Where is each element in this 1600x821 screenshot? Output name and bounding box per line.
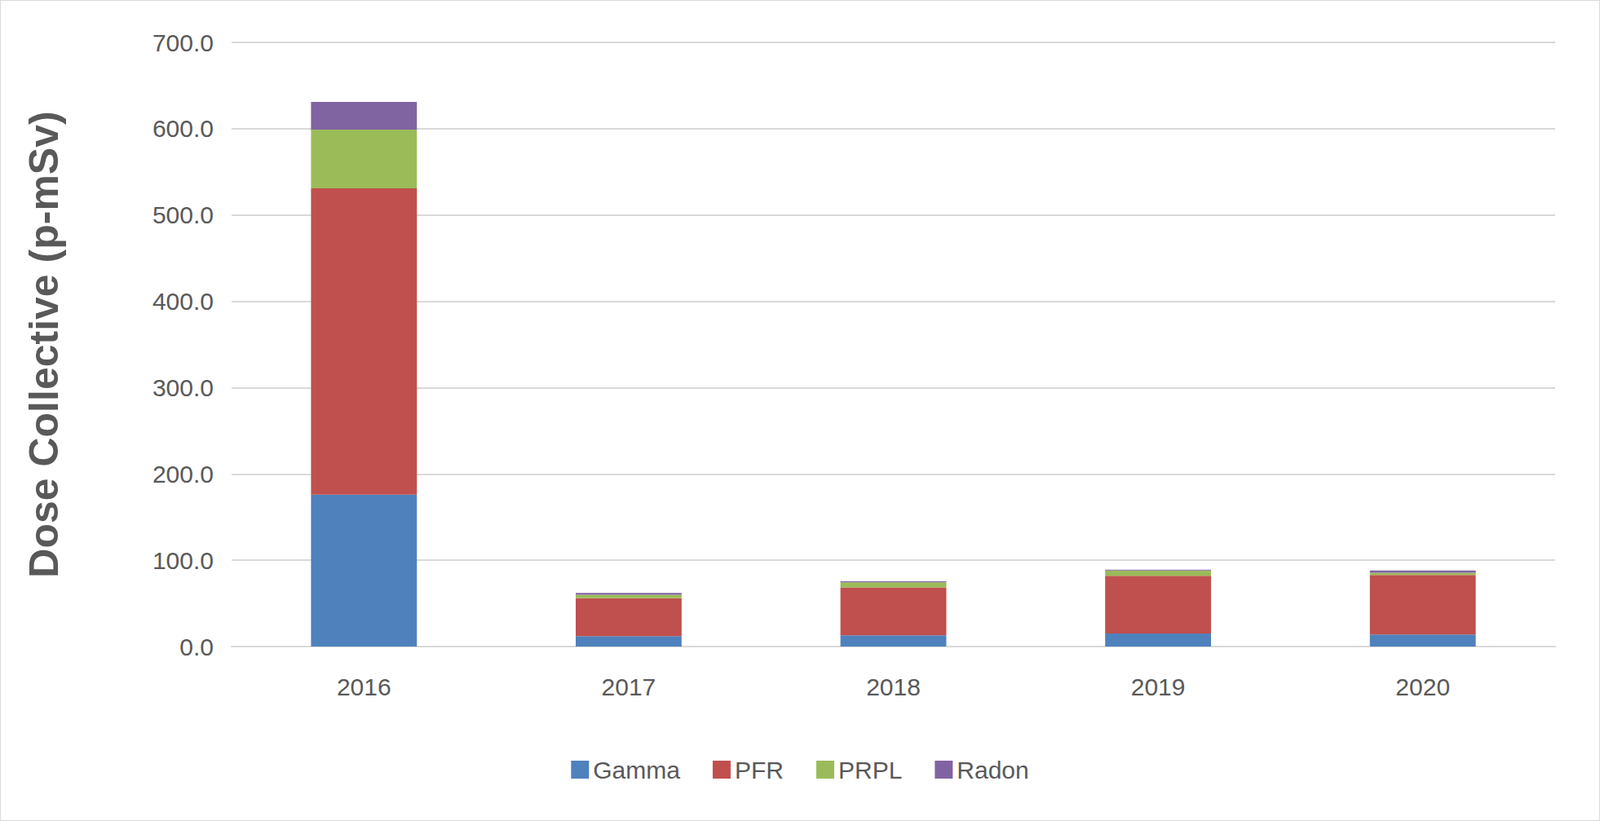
svg-text:700.0: 700.0: [152, 29, 214, 57]
svg-text:400.0: 400.0: [152, 287, 214, 315]
svg-text:2016: 2016: [336, 673, 392, 701]
svg-text:0.0: 0.0: [179, 633, 214, 661]
svg-text:Dose Collective (p-mSv): Dose Collective (p-mSv): [21, 110, 67, 578]
svg-text:600.0: 600.0: [152, 114, 214, 142]
svg-text:PRPL: PRPL: [838, 756, 902, 784]
svg-text:200.0: 200.0: [152, 460, 214, 488]
svg-text:2020: 2020: [1395, 673, 1450, 701]
svg-text:Radon: Radon: [956, 756, 1029, 784]
svg-text:100.0: 100.0: [152, 547, 214, 575]
svg-text:2018: 2018: [866, 673, 921, 701]
svg-text:PFR: PFR: [734, 756, 784, 784]
svg-text:300.0: 300.0: [152, 374, 214, 402]
svg-text:Gamma: Gamma: [592, 756, 681, 784]
svg-text:2017: 2017: [601, 673, 657, 701]
svg-text:2019: 2019: [1131, 673, 1186, 701]
svg-text:500.0: 500.0: [152, 201, 214, 229]
